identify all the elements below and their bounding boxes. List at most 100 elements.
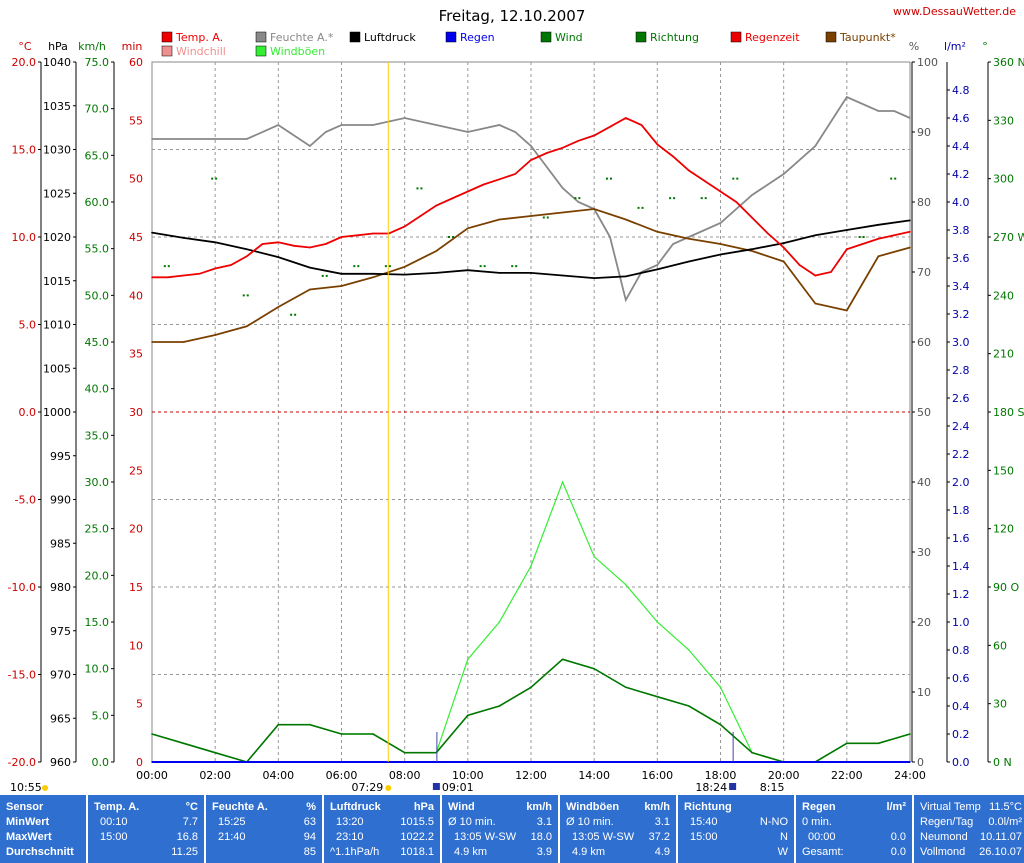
y-tick-label: 100	[917, 56, 938, 69]
y-tick-label: 10	[129, 639, 143, 652]
y-tick-label: 2.2	[952, 448, 970, 461]
y-tick-label: 180 S	[993, 406, 1024, 419]
data-point	[498, 124, 501, 126]
legend-label: Temp. A.	[175, 31, 223, 44]
windboeen-min-time: Ø 10 min.	[566, 816, 614, 828]
y-tick-label: 1000	[43, 406, 71, 419]
x-tick-label: 12:00	[515, 769, 547, 782]
y-tick-label: 3.6	[952, 252, 970, 265]
x-tick-label: 20:00	[768, 769, 800, 782]
data-point	[151, 138, 153, 140]
x-tick-label: 04:00	[262, 769, 294, 782]
y-tick-label: 1.2	[952, 588, 970, 601]
extra-value: 11.5°C	[989, 801, 1022, 813]
temp-max-time: 15:00	[100, 831, 128, 843]
temp-min-time: 00:10	[100, 816, 128, 828]
wind-max-value: 18.0	[530, 831, 552, 843]
stats-col-richtung: Richtung 15:40 N-NO 15:00 N W	[678, 795, 794, 863]
wind-max-time: 13:05 W-SW	[454, 831, 517, 843]
data-point	[419, 215, 422, 217]
richtung-max-value: N	[780, 831, 788, 843]
legend-label: Windchill	[176, 45, 226, 58]
wind-distance: 4.9 km	[454, 846, 488, 858]
regen-unit: l/m²	[886, 801, 906, 813]
legend-swatch	[161, 45, 173, 57]
data-point	[546, 166, 548, 168]
x-tick-label: 14:00	[578, 769, 610, 782]
wind-avg-value: 3.9	[536, 846, 552, 858]
temp-header: Temp. A.	[94, 801, 140, 813]
data-point	[340, 285, 343, 287]
data-point	[530, 159, 532, 161]
data-point	[561, 274, 564, 277]
data-point	[309, 288, 311, 291]
data-point	[830, 271, 832, 273]
stats-col-temp: Temp. A. °C 00:10 7.7 15:00 16.8 11.25	[88, 795, 204, 863]
data-point	[309, 723, 311, 726]
data-point	[530, 565, 532, 567]
extra-label: Neumond	[920, 831, 968, 843]
y-tick-label: 10	[917, 686, 931, 699]
data-point	[403, 117, 406, 119]
y-tick-label: 2.0	[952, 476, 970, 489]
axis-unit-label: min	[122, 40, 143, 53]
data-point	[625, 686, 627, 689]
data-point	[609, 126, 611, 128]
data-point	[877, 742, 880, 745]
axis-headers: °C hPa km/h min% l/m² °	[18, 40, 987, 53]
data-point	[593, 134, 595, 137]
y-tick-label: 30.0	[85, 476, 110, 489]
richtung-header: Richtung	[684, 801, 732, 813]
data-point	[309, 246, 311, 249]
data-point	[656, 268, 659, 271]
data-point	[577, 140, 580, 142]
legend-swatch	[445, 31, 457, 43]
legend-label: Richtung	[650, 31, 699, 44]
stats-col-luftdruck: Luftdruck hPa 13:20 1015.5 23:10 1022.2 ^1.…	[324, 795, 440, 863]
luftdruck-header: Luftdruck	[330, 801, 381, 813]
y-tick-label: 0.2	[952, 728, 970, 741]
y-tick-label: 50.0	[85, 289, 110, 302]
data-point	[719, 243, 722, 245]
axis-unit-label: km/h	[78, 40, 106, 53]
plot-area	[151, 95, 911, 763]
regen-min-time: 0 min.	[802, 816, 832, 828]
data-point	[182, 341, 185, 343]
y-tick-label: 30	[917, 546, 931, 559]
data-point	[340, 273, 343, 275]
data-point	[214, 138, 216, 140]
data-point	[451, 197, 453, 200]
y-tick-label: 20	[129, 523, 143, 536]
windboeen-unit: km/h	[644, 801, 670, 813]
y-tick-label: 20.0	[12, 56, 37, 69]
data-point	[467, 714, 469, 717]
sensor-avg-label: Durchschnitt	[6, 846, 74, 858]
data-point	[151, 341, 153, 343]
y-tick-label: 15.0	[12, 144, 37, 157]
grid	[151, 61, 911, 763]
luftdruck-max-time: 23:10	[336, 831, 364, 843]
y-tick-label: 55	[129, 114, 143, 127]
data-point	[719, 190, 722, 193]
wind-unit: km/h	[526, 801, 552, 813]
sensor-header: Sensor	[6, 801, 44, 813]
data-point	[751, 194, 753, 196]
wind-min-time: Ø 10 min.	[448, 816, 496, 828]
y-tick-label: 20.0	[85, 569, 110, 582]
legend-swatch	[349, 31, 361, 43]
data-point	[656, 264, 659, 266]
data-point	[656, 621, 659, 623]
y-tick-label: 985	[50, 537, 71, 550]
data-point	[846, 309, 848, 312]
site-link[interactable]: www.DessauWetter.de	[893, 5, 1016, 18]
y-tick-label: -20.0	[8, 756, 36, 769]
data-point	[246, 248, 248, 250]
data-point	[151, 276, 153, 279]
data-point	[877, 255, 880, 258]
legend-swatch	[255, 45, 267, 57]
data-point	[467, 190, 469, 193]
data-point	[846, 742, 848, 745]
y-tick-label: 20	[917, 616, 931, 629]
chart-title: Freitag, 12.10.2007	[439, 7, 586, 25]
data-point	[246, 138, 248, 140]
